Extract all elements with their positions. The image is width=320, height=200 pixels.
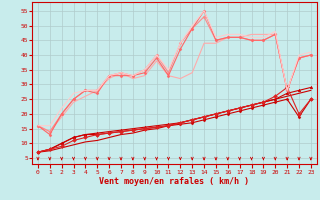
X-axis label: Vent moyen/en rafales ( km/h ): Vent moyen/en rafales ( km/h ) bbox=[100, 177, 249, 186]
